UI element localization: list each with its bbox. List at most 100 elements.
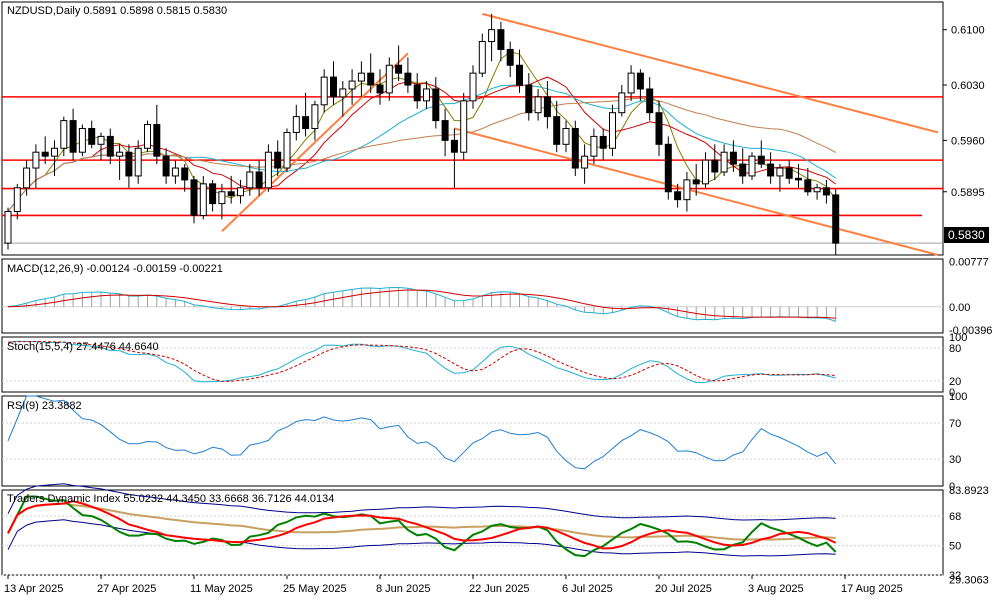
bear-candle [274,151,282,169]
bear-candle [729,151,737,165]
bear-candle [88,128,96,145]
bear-candle [711,159,719,173]
stoch-tick-label: 20 [949,376,961,388]
bull-candle [320,76,328,106]
macd-header: MACD(12,26,9) -0.00124 -0.00159 -0.00221 [7,263,223,275]
channel-upper-line [482,12,939,134]
bull-candle [385,64,393,94]
bull-candle [78,128,86,153]
ma-fast-line [7,51,837,212]
tdi-tick-label: 68 [949,511,961,523]
bear-candle [441,120,449,141]
bull-candle [813,187,821,193]
bear-candle [636,72,644,90]
bull-candle [51,147,58,157]
bear-candle [664,143,672,193]
bear-candle [450,139,458,153]
date-tick-label: 6 Jul 2025 [562,583,613,595]
bull-candle [60,120,68,149]
bull-candle [590,135,598,157]
pane-main [1,1,944,256]
bear-candle [376,84,384,94]
bear-candle [785,167,793,179]
bear-candle [553,116,561,145]
bull-candle [199,183,207,216]
bull-candle [339,88,347,98]
date-tick-label: 13 Apr 2025 [4,583,63,595]
macd-tick-label: 0.00 [949,302,970,314]
date-tick-label: 27 Apr 2025 [97,583,156,595]
bear-candle [757,155,765,165]
stoch-tick-label: 0 [949,387,955,399]
rsi-tick-label: 100 [949,391,967,403]
stoch-signal-line [7,341,836,382]
bull-candle [13,187,21,213]
bear-candle [125,151,133,177]
bull-candle [423,88,430,102]
bull-candle [627,72,635,94]
bull-candle [97,135,105,145]
bear-candle [404,72,412,86]
stoch-main-line [7,340,836,384]
tdi-lower-band [7,519,836,557]
bear-candle [506,48,514,66]
bull-candle [264,151,272,189]
bear-candle [302,116,310,129]
bull-candle [237,187,244,197]
bear-candle [395,64,403,74]
bear-candle [692,179,700,185]
bear-candle [330,76,337,98]
bull-candle [702,159,709,185]
bear-candle [413,84,421,102]
bear-candle [106,135,114,157]
tdi-signal-line [7,500,837,550]
tdi-tick-label: 50 [949,541,961,553]
bull-candle [488,29,496,43]
bull-candle [116,151,124,157]
bull-candle [171,167,179,177]
tdi-upper-band [7,483,836,521]
bull-candle [4,211,12,244]
bull-candle [283,131,291,169]
bear-candle [804,179,812,193]
date-tick-label: 11 May 2025 [190,583,253,595]
bull-candle [534,96,542,114]
bear-candle [162,155,170,177]
bull-candle [460,100,468,153]
bull-candle [720,151,728,173]
rsi-tick-label: 70 [949,418,961,430]
stoch-header: Stoch(15,5,4) 27.4476 44.6640 [7,341,159,353]
current-price-label: 0.5830 [944,227,989,243]
bull-candle [218,191,226,205]
date-tick-label: 17 Aug 2025 [841,583,903,595]
macd-main-line [7,286,836,322]
bull-candle [581,155,589,169]
bear-candle [599,135,607,149]
tdi-price-line [7,495,837,558]
bear-candle [646,88,654,114]
date-tick-label: 8 Jun 2025 [376,583,430,595]
bear-candle [69,120,77,153]
date-tick-label: 3 Aug 2025 [748,583,804,595]
bull-candle [776,167,784,177]
bull-candle [609,112,616,149]
bear-candle [255,171,263,189]
pane-rsi [1,395,944,487]
bull-candle [144,124,151,149]
bear-candle [367,72,375,86]
bull-candle [23,167,31,189]
bear-candle [525,84,533,114]
bear-candle [190,179,198,216]
date-tick-label: 22 Jun 2025 [469,583,530,595]
bull-candle [748,155,756,177]
bear-candle [543,96,551,118]
tdi-tick-label: 83.8923 [949,485,989,497]
bear-candle [655,112,663,145]
bear-candle [516,64,523,86]
ma-slow-line [7,97,836,212]
bear-candle [227,191,235,197]
rsi-tick-label: 30 [949,454,961,466]
bear-candle [153,124,161,157]
price-tick-label: 0.5960 [951,135,985,147]
